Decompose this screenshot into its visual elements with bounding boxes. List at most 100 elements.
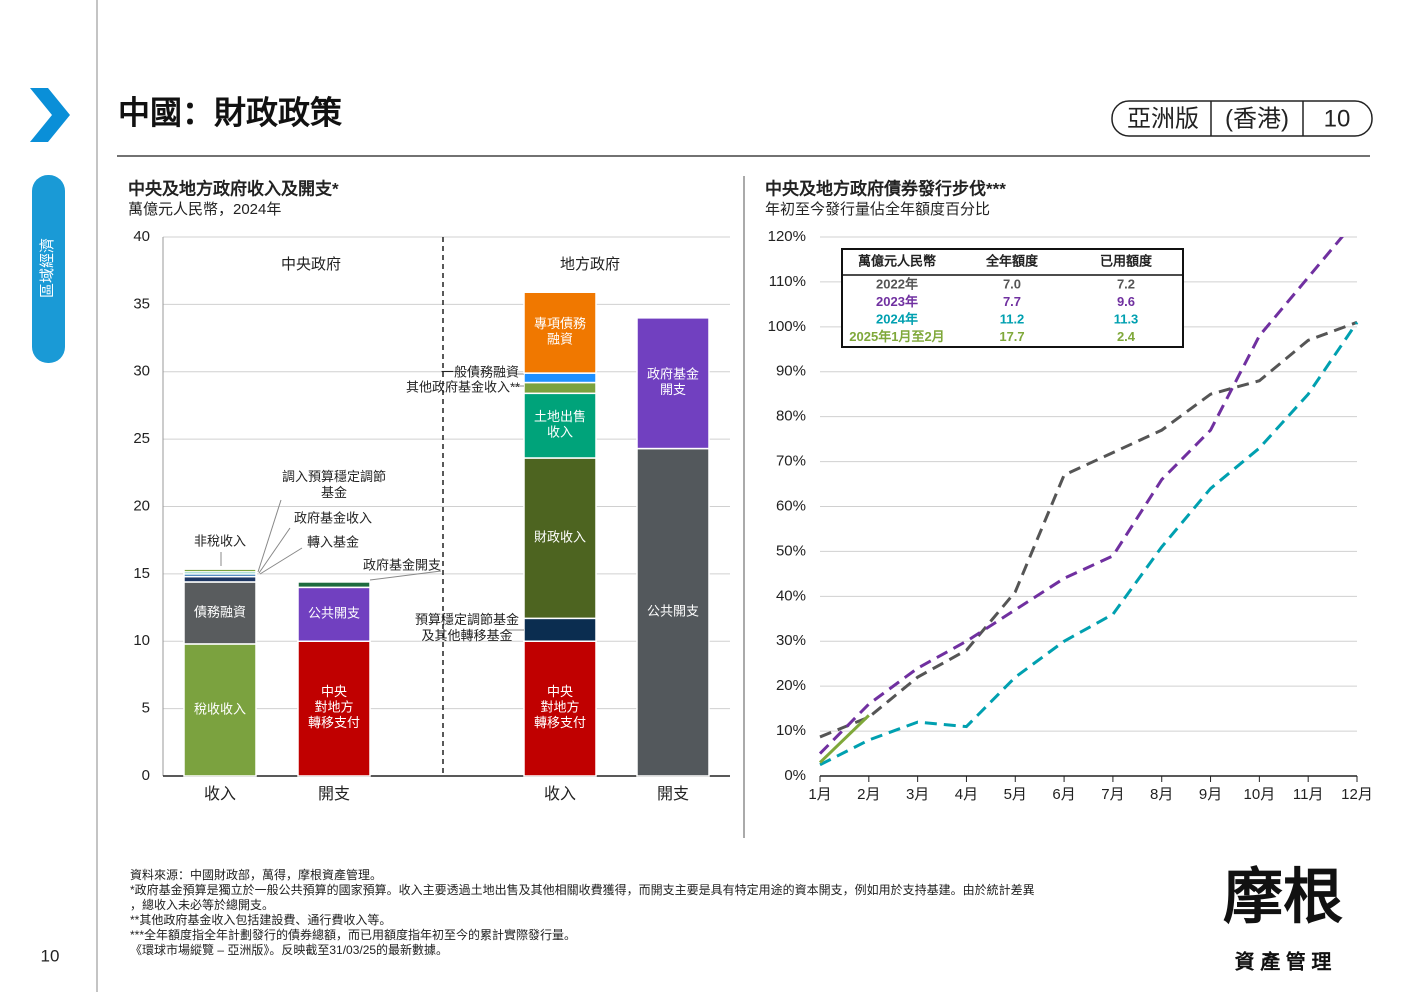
bar-segment: [183, 568, 257, 573]
y-tick-label: 40: [133, 228, 150, 245]
table-cell: 11.2: [1000, 311, 1025, 326]
y-tick-label: 100%: [768, 318, 806, 335]
y-tick-label: 120%: [768, 228, 806, 245]
footnote: 《環球市場縱覽 – 亞洲版》。反映截至31/03/25的最新數據。: [130, 942, 448, 957]
y-tick-label: 10: [133, 632, 150, 649]
bar-segment: [523, 372, 597, 384]
segment-label: 稅收收入: [194, 701, 246, 716]
leader-line: [369, 570, 442, 581]
bar-segment: [183, 581, 257, 645]
chart-subtitle: 年初至今發行量佔全年額度百分比: [765, 200, 990, 218]
table-cell: 2023年: [876, 294, 918, 309]
y-tick-label: 25: [133, 430, 150, 447]
segment-label: 中央對地方轉移支付: [534, 684, 586, 730]
logo-tagline: 資 產 管 理: [1235, 949, 1332, 973]
table-cell: 7.2: [1117, 276, 1135, 291]
segment-label: 轉入基金: [307, 534, 359, 549]
segment-label: 政府基金開支: [647, 367, 699, 398]
segment-label: 公共開支: [647, 604, 699, 619]
segment-label: 中央對地方轉移支付: [308, 684, 360, 730]
table-cell: 2.4: [1117, 329, 1136, 344]
x-tick-label: 4月: [955, 786, 978, 803]
x-tick-label: 10月: [1244, 786, 1276, 803]
y-tick-label: 60%: [776, 497, 806, 514]
series-line: [818, 237, 1344, 755]
table-header: 全年額度: [985, 253, 1039, 268]
page-title: 中國：財政政策: [118, 94, 342, 130]
bar-segment: [297, 640, 371, 777]
x-tick-label: 9月: [1199, 786, 1222, 803]
bar-segment: [523, 291, 597, 374]
table-cell: 2024年: [876, 311, 918, 326]
table-cell: 2025年1月至2月: [849, 329, 944, 344]
footnote: **其他政府基金收入包括建設費、通行費收入等。: [130, 912, 391, 927]
page-number: 10: [41, 946, 60, 965]
y-tick-label: 50%: [776, 542, 806, 559]
footnote: *政府基金預算是獨立於一般公共預算的國家預算。收入主要透過土地出售及其他相關收費…: [130, 882, 1035, 897]
segment-label: 政府基金收入: [294, 510, 372, 525]
leader-line: [259, 547, 303, 575]
y-tick-label: 90%: [776, 363, 806, 380]
leader-line: [258, 527, 291, 574]
y-tick-label: 15: [133, 565, 150, 582]
x-tick-label: 收入: [204, 785, 236, 803]
y-tick-label: 110%: [769, 273, 806, 290]
segment-label: 土地出售收入: [534, 409, 586, 440]
y-tick-label: 70%: [776, 453, 806, 470]
y-tick-label: 0%: [784, 767, 806, 784]
segment-label: 專項債務融資: [534, 316, 586, 347]
footnote: ，總收入未必等於總開支。: [130, 897, 274, 912]
y-tick-label: 0: [142, 767, 150, 784]
x-tick-label: 12月: [1341, 786, 1373, 803]
group-label: 地方政府: [560, 256, 620, 273]
x-tick-label: 3月: [906, 786, 929, 803]
x-tick-label: 6月: [1052, 786, 1075, 803]
table-header: 萬億元人民幣: [858, 253, 936, 268]
x-tick-label: 7月: [1101, 786, 1124, 803]
x-tick-label: 8月: [1150, 786, 1173, 803]
y-tick-label: 30: [133, 363, 150, 380]
table-header: 已用額度: [1100, 253, 1153, 268]
bar-segment: [523, 617, 597, 643]
segment-label: 預算穩定調節基金及其他轉移基金: [415, 613, 519, 644]
section-label: 區域經濟: [39, 238, 56, 298]
bar-segment: [183, 575, 257, 583]
y-tick-label: 35: [133, 295, 150, 312]
plot: [818, 237, 1359, 767]
edition-box: [1111, 100, 1373, 137]
header-page: 10: [1324, 105, 1351, 132]
series-line: [819, 320, 1358, 739]
bar-segment: [523, 392, 597, 459]
footnote: 資料來源：中國財政部，萬得，摩根資產管理。: [130, 867, 382, 882]
x-tick-label: 開支: [318, 785, 350, 803]
logo: 摩根: [1223, 863, 1343, 933]
edition: 亞洲版: [1127, 105, 1199, 132]
table-frame: [841, 248, 1184, 348]
y-tick-label: 5: [142, 700, 150, 717]
table-cell: 11.3: [1114, 311, 1139, 326]
y-tick-label: 30%: [776, 632, 806, 649]
x-tick-label: 1月: [808, 786, 831, 803]
segment-label: 其他政府基金收入**: [406, 379, 520, 394]
table-cell: 17.7: [999, 329, 1024, 344]
segment-label: 調入預算穩定調節基金: [282, 470, 386, 501]
table-cell: 9.6: [1117, 294, 1135, 309]
table-cell: 2022年: [876, 276, 918, 291]
y-tick-label: 80%: [776, 408, 806, 425]
chart-subtitle: 萬億元人民幣，2024年: [128, 201, 281, 218]
y-tick-label: 20%: [776, 677, 806, 694]
chart-title: 中央及地方政府債券發行步伐***: [765, 178, 1006, 198]
bar-segment: [523, 457, 597, 620]
x-tick-label: 開支: [657, 785, 689, 803]
series-line: [819, 321, 1359, 767]
segment-label: 政府基金開支: [363, 557, 441, 572]
y-tick-label: 20: [133, 497, 150, 514]
x-tick-label: 收入: [544, 785, 576, 803]
region: (香港): [1225, 105, 1289, 132]
segment-label: 債務融資: [194, 604, 246, 619]
chart-title: 中央及地方政府收入及開支*: [128, 178, 339, 198]
segment-label: 非稅收入: [194, 533, 246, 548]
bar-segment: [636, 317, 710, 450]
bar-segment: [297, 581, 371, 589]
